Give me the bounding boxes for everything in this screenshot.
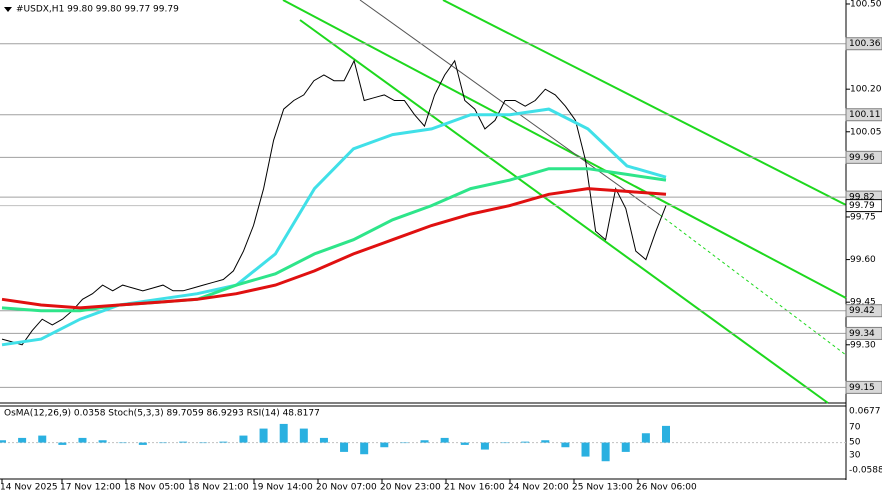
level-label: 99.82 xyxy=(849,193,875,203)
indicator-axis-label: 50 xyxy=(849,438,861,448)
osma-bar xyxy=(299,428,308,443)
osma-bar xyxy=(420,440,429,443)
osma-bar xyxy=(78,437,87,443)
level-box xyxy=(845,150,882,164)
price-box xyxy=(845,199,882,213)
x-tick-label: 24 Nov 20:00 xyxy=(508,483,569,493)
osma-bar xyxy=(259,428,268,443)
osma-bar xyxy=(561,442,570,448)
osma-bar xyxy=(641,433,650,443)
series-line xyxy=(1,187,667,310)
x-tick-label: 18 Nov 05:00 xyxy=(124,483,185,493)
osma-bar xyxy=(239,435,248,443)
channel-line xyxy=(282,0,847,299)
series-line xyxy=(1,59,667,346)
osma-bar xyxy=(521,441,530,443)
trend-projection xyxy=(659,214,847,356)
osma-bar xyxy=(601,442,610,462)
x-tick-label: 14 Nov 2025 xyxy=(0,483,58,493)
y-tick-label: 99.45 xyxy=(850,298,876,308)
x-tick-label: 26 Nov 06:00 xyxy=(636,483,697,493)
level-box xyxy=(845,304,882,318)
osma-bar xyxy=(541,440,550,443)
channel-line xyxy=(442,0,847,206)
indicator-title: OsMA(12,26,9) 0.0358 Stoch(5,3,3) 89.705… xyxy=(4,409,320,419)
y-tick-label: 99.30 xyxy=(850,340,876,350)
osma-bar xyxy=(440,437,449,443)
x-tick-label: 25 Nov 13:00 xyxy=(572,483,633,493)
indicator-axis-label: 70 xyxy=(849,423,861,433)
y-tick-label: 99.75 xyxy=(850,212,876,222)
price-label: 99.79 xyxy=(849,201,875,211)
x-tick-label: 18 Nov 21:00 xyxy=(188,483,249,493)
trend-line xyxy=(359,0,661,216)
x-tick-label: 19 Nov 14:00 xyxy=(252,483,313,493)
level-label: 100.36 xyxy=(849,39,881,49)
osma-bar xyxy=(319,437,328,443)
osma-bar xyxy=(400,442,409,444)
x-tick-label: 17 Nov 12:00 xyxy=(60,483,121,493)
osma-bar xyxy=(199,442,208,444)
osma-bar xyxy=(621,442,630,452)
indicator-axis-label: 30 xyxy=(849,451,861,461)
osma-bar xyxy=(138,442,147,445)
osma-bar xyxy=(279,423,288,443)
menu-arrow[interactable] xyxy=(4,7,12,12)
osma-bar xyxy=(340,442,349,452)
x-tick-label: 20 Nov 23:00 xyxy=(380,483,441,493)
osma-bar xyxy=(98,440,107,443)
osma-bar xyxy=(380,442,389,448)
level-box xyxy=(845,380,882,394)
osma-bar xyxy=(219,441,228,443)
osma-bar xyxy=(360,442,369,455)
chart-title: #USDX,H1 99.80 99.80 99.77 99.79 xyxy=(16,5,179,15)
level-box xyxy=(845,326,882,340)
level-box xyxy=(845,108,882,122)
level-box xyxy=(845,37,882,51)
osma-bar xyxy=(58,442,67,445)
osma-bar xyxy=(118,442,127,444)
level-label: 99.96 xyxy=(849,153,875,163)
y-tick-label: 99.60 xyxy=(850,255,876,265)
channel xyxy=(282,0,847,404)
indicator-axis-label: 0.0677 xyxy=(849,407,881,417)
osma-bar xyxy=(18,437,27,443)
osma-bar xyxy=(158,442,167,444)
x-tick-label: 20 Nov 07:00 xyxy=(316,483,377,493)
osma-bar xyxy=(38,435,47,443)
y-tick-label: 100.05 xyxy=(850,127,882,137)
y-tick-label: 100.20 xyxy=(850,85,882,95)
level-label: 99.15 xyxy=(849,383,875,393)
osma-bar xyxy=(460,442,469,445)
level-label: 100.11 xyxy=(849,110,881,120)
osma-bar xyxy=(0,440,6,443)
x-tick-label: 21 Nov 16:00 xyxy=(444,483,505,493)
y-tick-label: 100.50 xyxy=(850,0,882,9)
osma-bar xyxy=(662,425,670,443)
indicator-axis-label: -0.0588 xyxy=(849,466,882,476)
level-label: 99.42 xyxy=(849,306,875,316)
level-label: 99.34 xyxy=(849,329,875,339)
osma-bar xyxy=(501,442,510,444)
channel-line xyxy=(299,19,829,404)
osma-bar xyxy=(480,442,489,450)
osma-bar xyxy=(581,442,590,457)
osma-bar xyxy=(179,441,188,443)
